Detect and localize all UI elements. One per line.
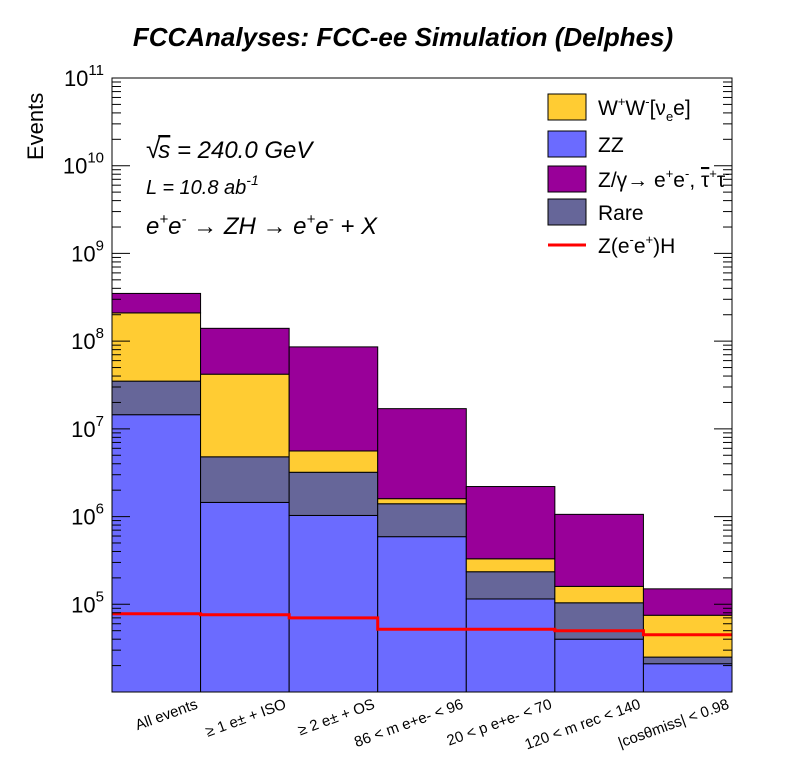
bar-z-e-e--2 [288,346,379,452]
bar-w-w-ee--0 [111,312,202,382]
sqrt-s-annotation: √s = 240.0 GeV [146,134,314,164]
y-tick-label: 107 [71,413,104,442]
bar-z-e-e--6 [642,588,733,616]
plot-border [111,77,733,693]
chart-title: FCCAnalyses: FCC-ee Simulation (Delphes) [133,22,673,52]
x-category-label: All events [133,696,200,734]
bar-rare-5 [554,602,644,640]
bar-rare-6 [642,656,733,665]
y-tick-label: 109 [71,237,104,266]
x-category-label: ≥ 1 e± + ISO [203,696,288,741]
bar-w-w-ee--5 [554,585,644,604]
y-ticks: 105 106 107 108 109 1010 1011 [63,62,732,693]
y-tick-label: 105 [71,588,104,617]
legend-label-signal: Z(e-e+)H [598,232,675,258]
y-tick-label: 106 [71,501,104,530]
bar-zz-2 [288,514,379,693]
process-annotation: e+e- → ZH → e+e- + X [146,211,378,240]
bar-zz-0 [111,414,202,693]
bar-zz-6 [642,663,733,693]
lumi-annotation: L = 10.8 ab-1 [146,172,259,199]
bar-rare-3 [377,503,467,538]
bar-rare-2 [288,471,379,516]
legend-label-zz: ZZ [598,134,624,157]
legend-label-rare: Rare [598,202,644,225]
y-tick-label: 1010 [63,150,104,179]
bar-rare-4 [465,571,556,600]
bar-w-w-ee--1 [200,373,290,458]
legend-label-wwnuee: W+W-[νee] [598,94,691,124]
legend: W+W-[νee] ZZ Z/γ→ e+e-, τ+τ- Rare Z(e-e+… [547,93,730,258]
bar-w-w-ee--3 [377,498,467,505]
legend-box-zgamma [547,165,587,193]
legend-label-zgamma: Z/γ→ e+e-, τ+τ- [598,166,730,192]
bar-z-e-e--3 [377,408,467,500]
bar-zz-5 [554,638,644,693]
bar-zz-4 [465,598,556,693]
bar-w-w-ee--4 [465,558,556,573]
bar-z-e-e--1 [200,327,290,375]
bar-zz-3 [377,536,467,693]
bar-z-e-e--5 [554,513,644,587]
bar-zz-1 [200,501,290,693]
stacked-bars [111,292,733,693]
bar-z-e-e--4 [465,486,556,560]
signal-line [112,612,732,637]
y-axis-label: Events [23,93,48,160]
annotations: √s = 240.0 GeV L = 10.8 ab-1 e+e- → ZH →… [146,134,378,240]
plot-frame [111,77,733,693]
legend-box-wwnuee [547,93,587,121]
bar-w-w-ee--2 [288,450,379,473]
y-tick-label: 108 [71,325,104,354]
y-tick-label: 1011 [64,62,104,91]
bar-z-e-e--0 [111,292,202,314]
bar-rare-1 [200,456,290,503]
legend-box-zz [547,130,587,158]
signal-step-line [112,612,732,637]
bar-rare-0 [111,380,202,416]
legend-box-rare [547,198,587,226]
